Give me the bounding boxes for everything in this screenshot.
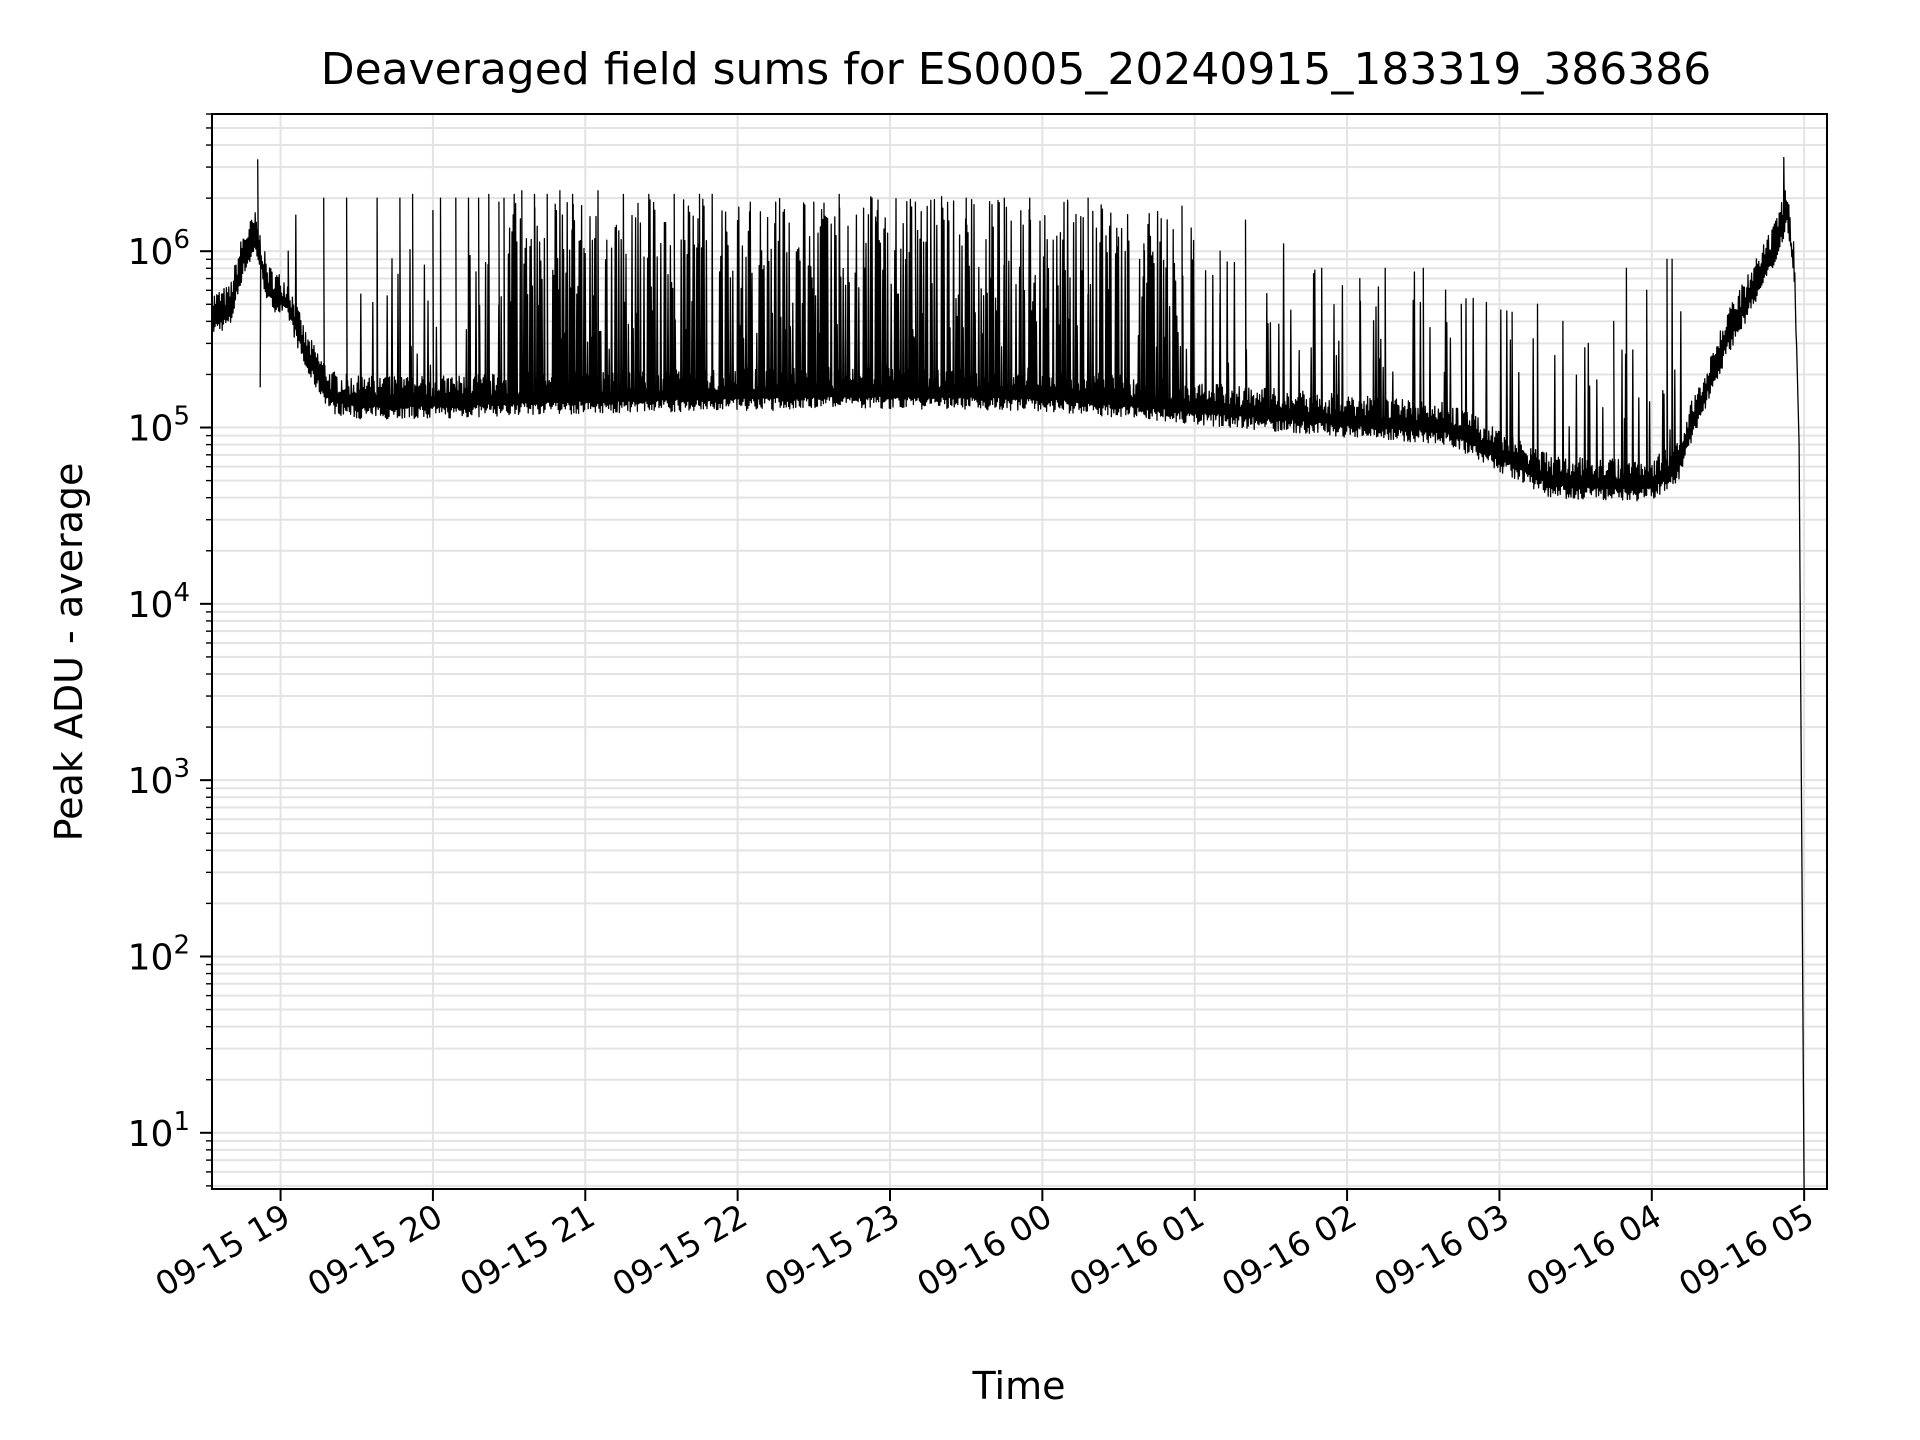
x-tick-label: 09-16 02 [1215,1196,1363,1304]
x-tick-label: 09-16 00 [910,1196,1058,1304]
chart-title: Deaveraged field sums for ES0005_2024091… [321,44,1712,95]
x-tick-label: 09-15 20 [301,1196,449,1304]
series-line [211,156,1805,1190]
x-tick-label: 09-15 21 [453,1196,601,1304]
y-axis-label: Peak ADU - average [47,463,91,842]
y-tick-label: 101 [128,1107,190,1155]
x-tick-label: 09-15 23 [758,1196,906,1304]
x-tick-label: 09-16 01 [1063,1196,1211,1304]
x-tick-label: 09-16 03 [1367,1196,1515,1304]
x-tick-label: 09-15 22 [606,1196,754,1304]
plot-area [211,156,1805,1190]
y-tick-label: 102 [128,930,190,978]
x-axis-label: Time [972,1364,1066,1408]
y-tick-label: 103 [128,754,190,802]
x-tick-label: 09-16 05 [1672,1196,1820,1304]
y-tick-label: 104 [128,578,190,626]
x-tick-label: 09-15 19 [149,1196,297,1304]
plot-frame [211,113,1828,1190]
y-axis: 101 102 103 104 105 106 [128,113,212,1187]
x-axis: 09-15 19 09-15 20 09-15 21 09-15 22 09-15 23… [149,1189,1820,1304]
x-tick-label: 09-16 04 [1520,1196,1668,1304]
y-tick-label: 106 [128,225,190,273]
y-tick-label: 105 [128,402,190,450]
